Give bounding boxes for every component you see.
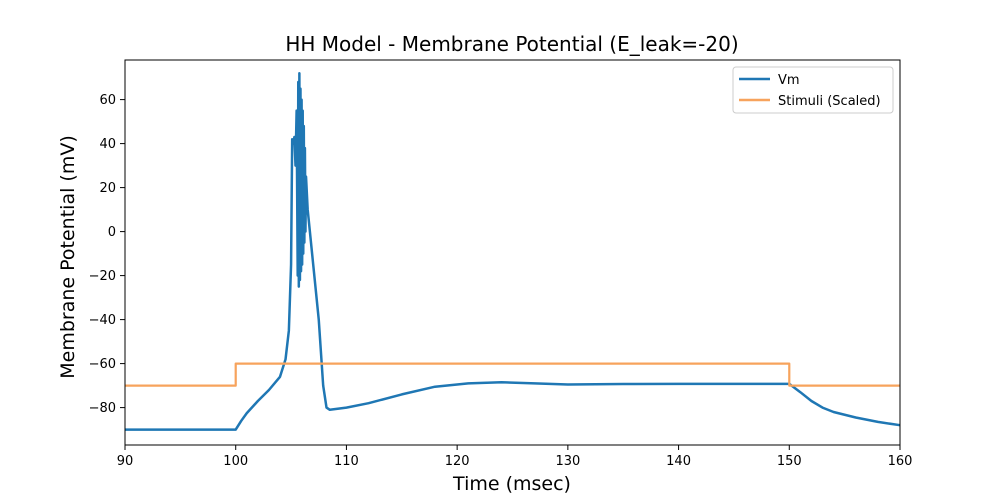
series-line-stimuli-scaled [125,362,900,387]
y-tick-label: −40 [89,313,116,328]
x-axis-ticks: 90 100 110 120 130 140 150 160 [117,445,913,469]
x-tick-label: 100 [223,454,248,469]
legend: Vm Stimuli (Scaled) [732,66,894,114]
y-tick-label: 40 [99,137,116,152]
x-tick-label: 140 [666,454,691,469]
x-tick-label: 160 [888,454,913,469]
y-tick-label: −60 [89,357,116,372]
x-tick-label: 120 [445,454,470,469]
legend-box [732,66,894,114]
series-line-vm [125,71,901,431]
legend-label-stimuli: Stimuli (Scaled) [778,94,881,109]
y-tick-label: −80 [89,401,116,416]
plot-frame [124,59,901,446]
y-tick-label: 20 [99,181,116,196]
plot-lines [125,71,901,431]
x-tick-label: 90 [117,454,134,469]
y-tick-label: −20 [89,269,116,284]
legend-label-vm: Vm [778,73,800,88]
x-tick-label: 110 [334,454,359,469]
y-tick-label: 0 [108,225,116,240]
y-axis-label: Membrane Potential (mV) [57,135,79,378]
chart-title: HH Model - Membrane Potential (E_leak=-2… [285,32,738,56]
y-tick-label: 60 [99,93,116,108]
x-tick-label: 130 [555,454,580,469]
x-axis-label: Time (msec) [452,473,571,495]
y-axis-ticks: −80 −60 −40 −20 0 20 40 60 [89,93,125,416]
x-tick-label: 150 [777,454,802,469]
